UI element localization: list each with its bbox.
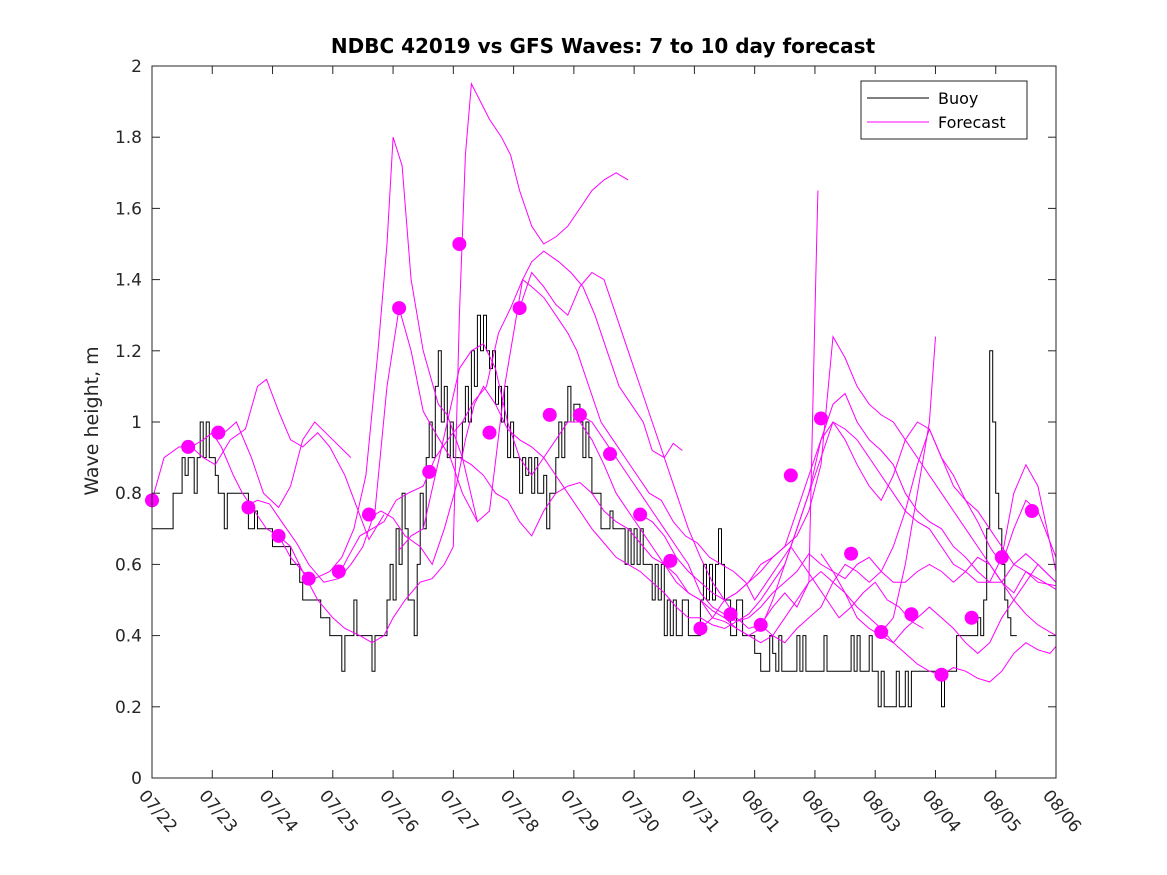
x-tick-label: 08/03 bbox=[857, 786, 904, 836]
x-tick-label: 08/06 bbox=[1038, 786, 1085, 836]
forecast-marker bbox=[994, 550, 1009, 565]
forecast-marker bbox=[633, 507, 648, 522]
forecast-marker bbox=[361, 507, 376, 522]
forecast-line-10 bbox=[519, 190, 819, 630]
y-tick-label: 0.4 bbox=[115, 627, 142, 647]
legend-forecast-label: Forecast bbox=[938, 113, 1006, 132]
x-tick-label: 07/26 bbox=[375, 786, 422, 836]
x-tick-label: 07/25 bbox=[315, 786, 362, 836]
forecast-marker bbox=[512, 301, 527, 316]
y-tick-label: 1 bbox=[131, 413, 142, 433]
forecast-marker bbox=[301, 571, 316, 586]
forecast-line-11 bbox=[579, 414, 1057, 622]
y-axis: 0 0.2 0.4 0.6 0.8 1 1.2 1.4 1.6 1.8 2 bbox=[115, 57, 1056, 789]
x-tick-label: 07/27 bbox=[436, 786, 483, 836]
x-tick-label: 07/22 bbox=[134, 786, 181, 836]
forecast-series bbox=[151, 82, 1057, 683]
x-tick-label: 08/04 bbox=[918, 786, 965, 836]
legend: Buoy Forecast bbox=[860, 80, 1028, 140]
forecast-marker bbox=[904, 607, 919, 622]
y-tick-label: 1.6 bbox=[115, 199, 142, 219]
forecast-marker bbox=[934, 667, 949, 682]
y-tick-label: 0.6 bbox=[115, 555, 142, 575]
y-tick-label: 1.8 bbox=[115, 128, 142, 148]
forecast-marker bbox=[331, 564, 346, 579]
forecast-marker bbox=[783, 468, 798, 483]
x-tick-label: 08/01 bbox=[737, 786, 784, 836]
forecast-line-4 bbox=[242, 250, 683, 583]
forecast-marker bbox=[693, 621, 708, 636]
forecast-marker bbox=[422, 464, 437, 479]
x-tick-label: 07/30 bbox=[616, 786, 663, 836]
forecast-line-6 bbox=[338, 278, 924, 629]
forecast-marker bbox=[723, 607, 738, 622]
forecast-marker bbox=[542, 407, 557, 422]
forecast-line-5 bbox=[278, 82, 629, 644]
forecast-marker bbox=[181, 439, 196, 454]
forecast-marker bbox=[241, 500, 256, 515]
forecast-line-14 bbox=[760, 427, 1057, 644]
x-tick-label: 07/29 bbox=[556, 786, 603, 836]
plot-background bbox=[152, 66, 1056, 778]
y-tick-label: 0.2 bbox=[115, 698, 142, 718]
forecast-marker bbox=[482, 425, 497, 440]
x-tick-label: 08/02 bbox=[797, 786, 844, 836]
legend-buoy-label: Buoy bbox=[938, 89, 978, 108]
y-tick-label: 2 bbox=[131, 57, 142, 77]
forecast-line-2 bbox=[181, 378, 385, 541]
forecast-marker bbox=[844, 546, 859, 561]
forecast-line-9 bbox=[459, 457, 1057, 683]
x-tick-label: 07/28 bbox=[496, 786, 543, 836]
forecast-line-16 bbox=[880, 336, 936, 633]
forecast-marker bbox=[603, 447, 618, 462]
forecast-line-12 bbox=[639, 334, 1057, 601]
x-tick-label: 07/23 bbox=[194, 786, 241, 836]
legend-box bbox=[860, 80, 1028, 140]
forecast-marker bbox=[753, 617, 768, 632]
forecast-marker bbox=[813, 411, 828, 426]
forecast-marker bbox=[663, 553, 678, 568]
y-tick-label: 0.8 bbox=[115, 484, 142, 504]
chart-title: NDBC 42019 vs GFS Waves: 7 to 10 day for… bbox=[331, 34, 876, 58]
y-tick-label: 1.4 bbox=[115, 271, 142, 291]
forecast-marker bbox=[211, 425, 226, 440]
y-tick-label: 1.2 bbox=[115, 342, 142, 362]
x-tick-label: 08/05 bbox=[978, 786, 1025, 836]
forecast-markers bbox=[145, 237, 1039, 682]
forecast-marker bbox=[271, 528, 286, 543]
forecast-marker bbox=[392, 301, 407, 316]
forecast-line-8 bbox=[398, 342, 1057, 637]
forecast-marker bbox=[1024, 504, 1039, 518]
plot-area bbox=[145, 65, 1057, 779]
x-tick-label: 07/31 bbox=[677, 786, 724, 836]
forecast-line-13 bbox=[700, 392, 1057, 629]
forecast-line-7 bbox=[368, 385, 1057, 637]
forecast-marker bbox=[452, 237, 467, 251]
forecast-marker bbox=[874, 625, 889, 640]
x-tick-label: 07/24 bbox=[255, 786, 302, 836]
y-tick-label: 0 bbox=[131, 769, 142, 789]
forecast-marker bbox=[964, 610, 979, 625]
forecast-marker bbox=[572, 407, 587, 422]
forecast-line-15 bbox=[820, 553, 1057, 655]
y-axis-label: Wave height, m bbox=[81, 346, 103, 495]
